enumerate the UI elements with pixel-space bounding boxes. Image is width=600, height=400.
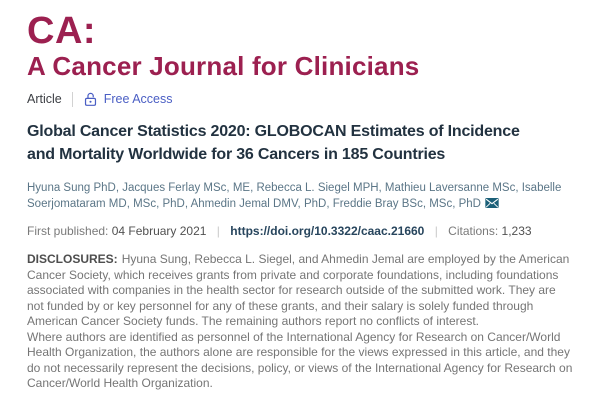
citations-label: Citations: <box>448 224 499 238</box>
disclosures-paragraph-2: Where authors are identified as personne… <box>27 330 573 392</box>
free-access-label: Free Access <box>103 92 173 106</box>
doi-link[interactable]: https://doi.org/10.3322/caac.21660 <box>230 224 425 238</box>
divider: | <box>434 224 438 238</box>
article-type-label: Article <box>27 92 62 106</box>
article-title-line-2: and Mortality Worldwide for 36 Cancers i… <box>27 146 446 163</box>
journal-masthead: CA: A Cancer Journal for Clinicians <box>27 12 573 80</box>
article-title-line-1: Global Cancer Statistics 2020: GLOBOCAN … <box>27 123 520 140</box>
disclosures-label: DISCLOSURES: <box>27 252 118 266</box>
free-access-badge: Free Access <box>83 91 173 107</box>
envelope-icon[interactable] <box>485 198 499 211</box>
divider <box>71 91 73 107</box>
disclosures-text-1: Hyuna Sung, Rebecca L. Siegel, and Ahmed… <box>27 252 570 328</box>
disclosures-text-2: Where authors are identified as personne… <box>27 329 573 391</box>
journal-logo-subtitle: A Cancer Journal for Clinicians <box>27 51 420 81</box>
disclosures-section: DISCLOSURES: Hyuna Sung, Rebecca L. Siege… <box>27 252 573 392</box>
citations-count: 1,233 <box>501 224 532 238</box>
article-meta-row: Article Free Access <box>27 91 573 107</box>
journal-logo-ca: CA: <box>27 10 97 52</box>
first-published-label: First published: <box>27 224 109 238</box>
disclosures-paragraph-1: DISCLOSURES: Hyuna Sung, Rebecca L. Siege… <box>27 252 573 330</box>
divider: | <box>216 224 220 238</box>
open-lock-icon <box>83 92 104 107</box>
author-list[interactable]: Hyuna Sung PhD, Jacques Ferlay MSc, ME, … <box>27 180 573 213</box>
article-title: Global Cancer Statistics 2020: GLOBOCAN … <box>27 120 573 166</box>
first-published-date: 04 February 2021 <box>111 224 207 238</box>
author-names[interactable]: Hyuna Sung PhD, Jacques Ferlay MSc, ME, … <box>27 182 562 210</box>
publication-info-row: First published: 04 February 2021 | http… <box>27 224 573 239</box>
